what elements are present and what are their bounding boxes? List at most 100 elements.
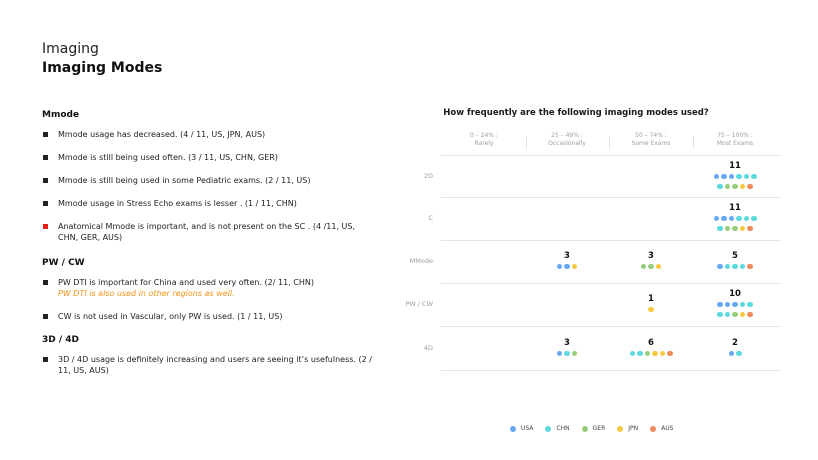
findings-panel: Mmode Mmode usage has decreased. (4 / 11,…: [42, 109, 372, 376]
data-point: [721, 173, 727, 179]
data-cell: 3: [611, 251, 691, 272]
dot-row: [695, 263, 775, 272]
legend-label: GER: [592, 425, 606, 432]
legend-item: USA: [510, 425, 533, 432]
dot-row: [611, 350, 691, 359]
bullet-item: Mmode is still being used in some Pediat…: [42, 175, 372, 186]
bullet-item: 3D / 4D usage is definitely increasing a…: [42, 354, 372, 376]
data-point: [736, 173, 742, 179]
data-point: [564, 350, 570, 356]
data-label: 10: [729, 288, 741, 299]
row-label: C: [428, 214, 433, 222]
data-point: [739, 301, 746, 307]
data-point: [747, 225, 753, 231]
data-point: [732, 263, 738, 269]
data-point: [732, 225, 738, 231]
row-divider: [441, 283, 781, 284]
dot-row: [527, 263, 607, 272]
data-label: 1: [648, 293, 654, 304]
data-point: [732, 183, 738, 189]
data-label: 3: [564, 337, 570, 348]
data-point: [644, 350, 650, 356]
data-point: [648, 306, 654, 312]
data-point: [637, 350, 643, 356]
data-point: [713, 215, 719, 221]
row-label: 2D: [423, 172, 433, 180]
data-point: [739, 263, 746, 269]
section-heading: PW / CW: [42, 258, 85, 268]
data-point: [728, 350, 734, 356]
column-label: Occasionally: [548, 140, 586, 147]
dot-row: [611, 306, 691, 315]
legend-label: CHN: [556, 425, 570, 432]
data-point: [717, 301, 723, 307]
data-point: [739, 311, 746, 317]
data-cell: 11: [695, 161, 775, 192]
bullet-marker: [43, 155, 48, 160]
bullet-text: Mmode usage has decreased. (4 / 11, US, …: [58, 130, 266, 139]
legend-swatch: [581, 425, 588, 432]
bullet-marker: [43, 280, 48, 285]
data-label: 6: [648, 337, 654, 348]
column-range: 75 – 100% :: [717, 132, 753, 139]
data-point: [629, 350, 635, 356]
data-point: [659, 350, 665, 356]
dot-row: [695, 215, 775, 224]
legend-label: USA: [521, 425, 534, 432]
bullet-list: 3D / 4D usage is definitely increasing a…: [42, 354, 372, 376]
bullet-item: PW DTI is important for China and used v…: [42, 277, 372, 299]
legend-item: AUS: [650, 425, 673, 432]
data-label: 2: [732, 337, 738, 348]
data-cell: 11: [695, 203, 775, 234]
bullet-marker: [43, 314, 48, 319]
bullet-marker: [43, 132, 48, 137]
data-point: [571, 350, 578, 356]
chart-title: How frequently are the following imaging…: [443, 108, 709, 118]
data-point: [728, 173, 734, 179]
data-point: [747, 263, 753, 269]
bullet-list: PW DTI is important for China and used v…: [42, 277, 372, 322]
section-heading: Mmode: [42, 110, 80, 120]
data-point: [736, 215, 742, 221]
column-header: 75 – 100% : Most Exams: [695, 132, 775, 148]
legend-label: JPN: [628, 425, 639, 432]
data-point: [747, 183, 753, 189]
dot-row: [695, 173, 775, 182]
page-title: Imaging Modes: [42, 60, 163, 76]
data-label: 3: [564, 250, 570, 261]
bullet-text: 3D / 4D usage is definitely increasing a…: [58, 355, 372, 375]
data-point: [652, 350, 658, 356]
data-point: [751, 215, 757, 221]
dot-row: [695, 225, 775, 234]
column-separator: [693, 136, 694, 149]
chart-legend: USA CHN GER JPN AUS: [510, 425, 673, 432]
legend-item: CHN: [545, 425, 570, 432]
row-divider: [441, 197, 781, 198]
column-label: Most Exams: [716, 140, 754, 147]
data-point: [717, 311, 723, 317]
bullet-text: PW DTI is important for China and used v…: [58, 278, 314, 287]
data-cell: 5: [695, 251, 775, 272]
bullet-text: Anatomical Mmode is important, and is no…: [58, 222, 356, 242]
row-label: 4D: [423, 344, 433, 352]
data-point: [564, 263, 570, 269]
data-point: [724, 311, 731, 317]
bullet-item: Mmode is still being used often. (3 / 11…: [42, 152, 372, 163]
dot-row: [695, 183, 775, 192]
bullet-item: CW is not used in Vascular, only PW is u…: [42, 311, 372, 322]
row-label: PW / CW: [405, 300, 433, 308]
row-label: MMode: [409, 257, 433, 265]
data-point: [648, 263, 654, 269]
data-point: [728, 215, 734, 221]
column-range: 0 – 24% :: [470, 132, 498, 139]
column-separator: [526, 136, 527, 149]
legend-swatch: [617, 425, 624, 432]
data-cell: 3: [527, 338, 607, 359]
bullet-marker: [43, 201, 48, 206]
data-point: [743, 215, 749, 221]
data-point: [743, 173, 749, 179]
bullet-item: Mmode usage has decreased. (4 / 11, US, …: [42, 129, 372, 140]
bullet-item: Anatomical Mmode is important, and is no…: [42, 221, 372, 243]
data-point: [736, 350, 742, 356]
bullet-list: Mmode usage has decreased. (4 / 11, US, …: [42, 129, 372, 243]
